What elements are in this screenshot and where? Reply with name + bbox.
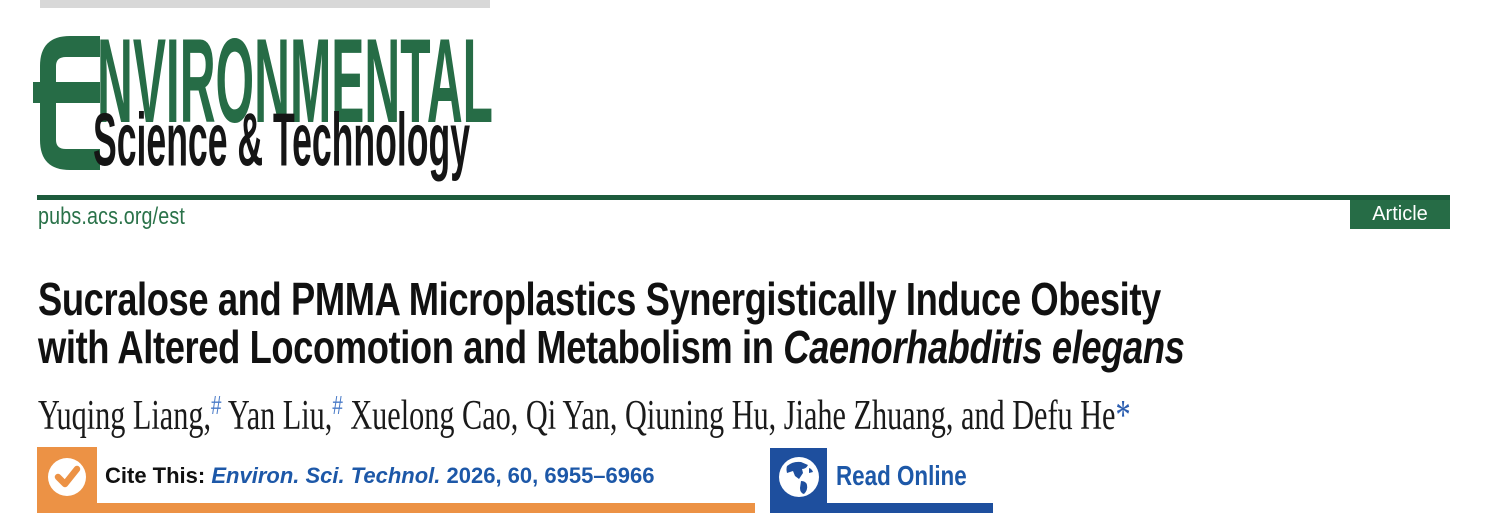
globe-icon (778, 457, 819, 498)
article-type-badge: Article (1350, 200, 1450, 229)
author-footnote-mark: # (211, 390, 222, 420)
title-line-1: Sucralose and PMMA Microplastics Synergi… (38, 273, 1161, 325)
authors-line: Yuqing Liang,# Yan Liu,# Xuelong Cao, Qi… (38, 390, 1406, 440)
cite-underline (37, 503, 755, 513)
journal-url-link[interactable]: pubs.acs.org/est (38, 203, 186, 230)
journal-name-bottom-text: Science & Technology (93, 98, 470, 183)
top-divider (40, 0, 490, 8)
read-online-button[interactable] (770, 448, 827, 512)
cite-journal-abbrev: Environ. Sci. Technol. (211, 463, 441, 488)
cite-this-label: Cite This: (105, 463, 206, 488)
big-e-icon (33, 36, 100, 170)
cite-detail: 2026, 60, 6955–6966 (446, 463, 655, 488)
cite-check-button[interactable] (37, 447, 97, 513)
article-title: Sucralose and PMMA Microplastics Synergi… (38, 275, 1502, 371)
author-footnote-mark: # (332, 390, 343, 420)
cite-this-link[interactable]: Cite This: Environ. Sci. Technol. 2026, … (105, 462, 654, 490)
corresponding-author-mark[interactable]: * (1115, 393, 1131, 439)
read-online-link[interactable]: Read Online (836, 460, 967, 491)
read-online-underline (770, 503, 993, 513)
article-type-label: Article (1372, 203, 1428, 225)
checkmark-icon (48, 458, 86, 497)
author-group: Xuelong Cao, Qi Yan, Qiuning Hu, Jiahe Z… (342, 393, 1116, 439)
author-group: Yuqing Liang, (38, 393, 212, 439)
title-line-2: with Altered Locomotion and Metabolism i… (38, 321, 1185, 373)
journal-logo: NVIRONMENTAL Science & Technology (33, 14, 493, 183)
journal-name-top-text: NVIRONMENTAL (97, 14, 493, 148)
header-rule (37, 195, 1450, 200)
author-group: Yan Liu, (221, 393, 333, 439)
species-name: Caenorhabditis elegans (783, 321, 1185, 373)
